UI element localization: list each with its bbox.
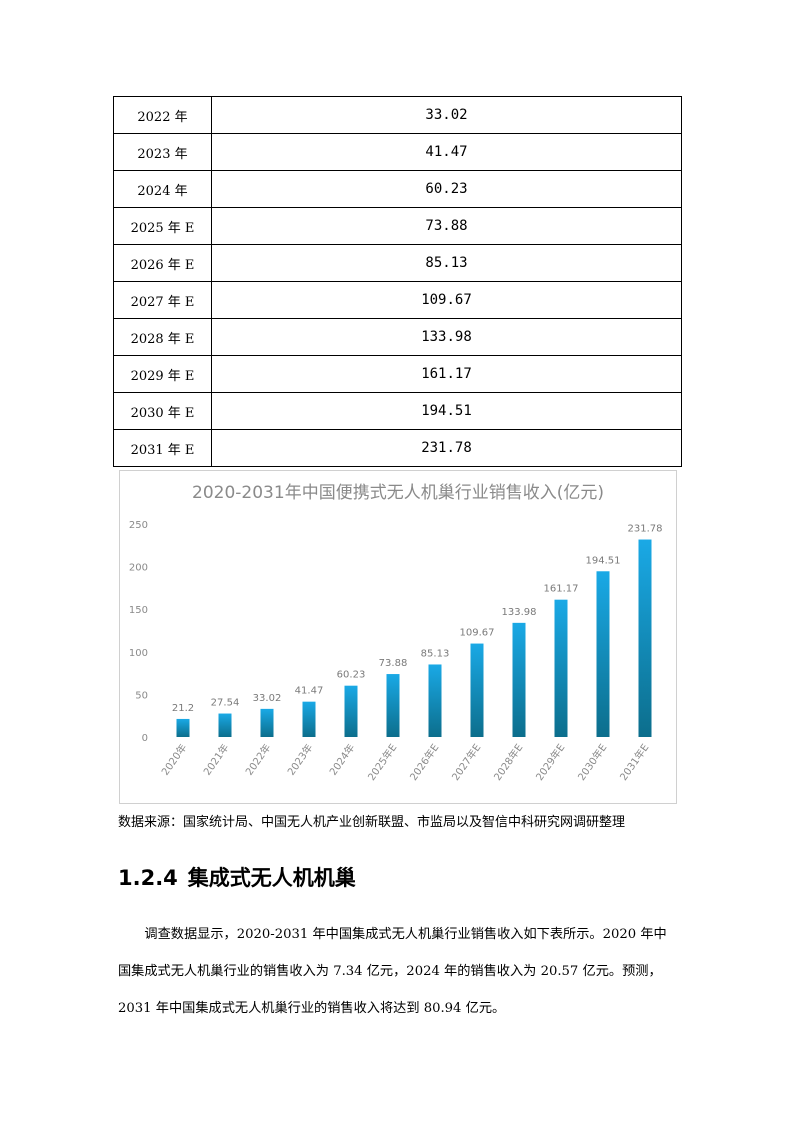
paragraph-text: 调查数据显示，2020-2031 年中国集成式无人机巢行业销售收入如下表所示。2… <box>118 927 667 1016</box>
data-label: 194.51 <box>586 555 621 566</box>
x-tick-label: 2023年 <box>284 741 315 777</box>
x-tick-label: 2026年E <box>407 741 442 783</box>
chart-canvas: 2020-2031年中国便携式无人机巢行业销售收入(亿元) 0 50 100 150 2… <box>129 483 663 783</box>
value-cell: 194.51 <box>211 392 682 430</box>
value-cell: 60.23 <box>211 170 682 208</box>
table-row: 2029 年 E 161.17 <box>113 355 682 393</box>
bar <box>176 718 190 737</box>
value-cell: 231.78 <box>211 429 682 467</box>
bar <box>638 539 652 737</box>
y-tick-label: 200 <box>129 563 148 574</box>
section-heading: 1.2.4 集成式无人机机巢 <box>118 862 356 892</box>
section-number: 1.2.4 <box>118 866 178 890</box>
year-cell: 2028 年 E <box>113 318 212 356</box>
x-tick-label: 2020年 <box>158 741 189 777</box>
x-tick-label: 2028年E <box>491 741 526 783</box>
x-tick-label: 2029年E <box>533 741 568 783</box>
table-row: 2023 年 41.47 <box>113 133 682 171</box>
x-tick-label: 2030年E <box>575 741 610 783</box>
data-label: 33.02 <box>253 693 282 704</box>
y-tick-label: 250 <box>129 520 148 531</box>
value-cell: 133.98 <box>211 318 682 356</box>
data-label: 109.67 <box>460 628 495 639</box>
x-tick-label: 2025年E <box>365 741 400 783</box>
data-label: 73.88 <box>379 658 408 669</box>
data-label: 161.17 <box>544 584 579 595</box>
data-label: 133.98 <box>502 607 537 618</box>
data-label: 231.78 <box>628 524 663 535</box>
y-tick-label: 50 <box>135 690 148 701</box>
x-tick-label: 2022年 <box>242 741 273 777</box>
bar <box>554 599 568 737</box>
data-label: 27.54 <box>211 698 240 709</box>
bar <box>386 674 400 737</box>
value-cell: 161.17 <box>211 355 682 393</box>
revenue-bar-chart: 2020-2031年中国便携式无人机巢行业销售收入(亿元) 0 50 100 150 2… <box>119 470 677 804</box>
body-paragraph: 调查数据显示，2020-2031 年中国集成式无人机巢行业销售收入如下表所示。2… <box>118 916 678 1027</box>
x-tick-label: 2027年E <box>449 741 484 783</box>
x-tick-label: 2024年 <box>326 741 357 777</box>
x-tick-label: 2031年E <box>617 741 652 783</box>
table-row: 2028 年 E 133.98 <box>113 318 682 356</box>
year-cell: 2022 年 <box>113 96 212 134</box>
table-row: 2027 年 E 109.67 <box>113 281 682 319</box>
year-cell: 2024 年 <box>113 170 212 208</box>
y-tick-label: 100 <box>129 648 148 659</box>
value-cell: 85.13 <box>211 244 682 282</box>
value-cell: 109.67 <box>211 281 682 319</box>
bar <box>218 713 232 737</box>
table-row: 2031 年 E 231.78 <box>113 429 682 467</box>
year-cell: 2025 年 E <box>113 207 212 245</box>
x-tick-label: 2021年 <box>200 741 231 777</box>
value-cell: 73.88 <box>211 207 682 245</box>
table-row: 2026 年 E 85.13 <box>113 244 682 282</box>
year-cell: 2031 年 E <box>113 429 212 467</box>
bar <box>512 622 526 737</box>
bar <box>260 708 274 737</box>
bar <box>344 685 358 737</box>
revenue-table: 2022 年 33.02 2023 年 41.47 2024 年 60.23 2025 年 … <box>113 96 682 467</box>
data-label: 21.2 <box>172 703 194 714</box>
y-tick-label: 0 <box>142 733 148 744</box>
value-cell: 41.47 <box>211 133 682 171</box>
table-row: 2030 年 E 194.51 <box>113 392 682 430</box>
year-cell: 2027 年 E <box>113 281 212 319</box>
bar <box>470 643 484 737</box>
data-label: 60.23 <box>337 670 366 681</box>
table-row: 2022 年 33.02 <box>113 96 682 134</box>
year-cell: 2023 年 <box>113 133 212 171</box>
source-note: 数据来源：国家统计局、中国无人机产业创新联盟、市监局以及智信中科研究网调研整理 <box>118 815 626 830</box>
section-title: 集成式无人机机巢 <box>187 866 356 890</box>
chart-title: 2020-2031年中国便携式无人机巢行业销售收入(亿元) <box>192 483 604 503</box>
data-label: 85.13 <box>421 648 450 659</box>
data-label: 41.47 <box>295 686 324 697</box>
bar <box>596 571 610 737</box>
year-cell: 2029 年 E <box>113 355 212 393</box>
table-row: 2024 年 60.23 <box>113 170 682 208</box>
value-cell: 33.02 <box>211 96 682 134</box>
year-cell: 2026 年 E <box>113 244 212 282</box>
bar <box>302 701 316 737</box>
table-row: 2025 年 E 73.88 <box>113 207 682 245</box>
bar <box>428 664 442 737</box>
year-cell: 2030 年 E <box>113 392 212 430</box>
y-tick-label: 150 <box>129 605 148 616</box>
